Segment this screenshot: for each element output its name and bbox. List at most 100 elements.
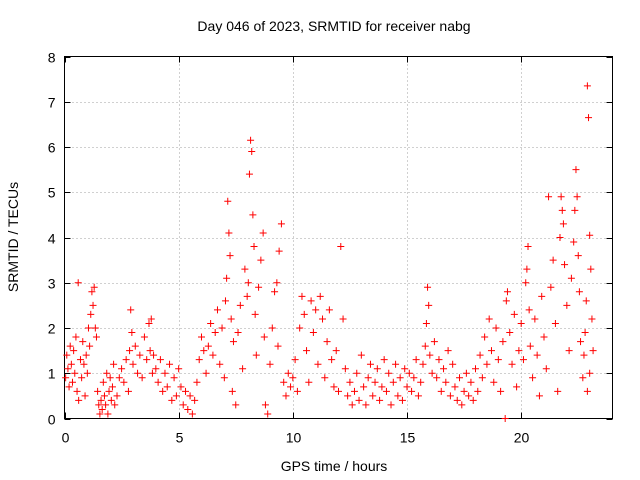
data-point: [86, 342, 94, 350]
data-point: [529, 374, 537, 382]
data-point: [325, 306, 333, 314]
x-tick-label: 20: [514, 430, 530, 446]
data-point: [494, 356, 502, 364]
data-point: [81, 392, 89, 400]
data-point: [159, 387, 167, 395]
data-point: [277, 220, 285, 228]
data-point: [170, 374, 178, 382]
data-point: [106, 374, 114, 382]
data-point: [465, 392, 473, 400]
data-point: [314, 360, 322, 368]
data-point: [513, 383, 521, 391]
data-point: [247, 136, 255, 144]
data-point: [91, 324, 99, 332]
data-point: [70, 347, 78, 355]
data-point: [257, 256, 265, 264]
data-point: [177, 383, 185, 391]
data-point: [99, 378, 107, 386]
data-point: [490, 378, 498, 386]
data-point: [113, 392, 121, 400]
data-point: [179, 401, 187, 409]
data-point: [120, 378, 128, 386]
data-point: [220, 374, 228, 382]
data-point: [515, 347, 523, 355]
data-point: [274, 342, 282, 350]
data-point: [118, 365, 126, 373]
data-point: [298, 292, 306, 300]
data-point: [110, 360, 118, 368]
data-point: [115, 374, 123, 382]
data-point: [303, 347, 311, 355]
data-point: [376, 396, 384, 404]
data-point: [156, 356, 164, 364]
y-tick-label: 5: [48, 185, 56, 201]
data-point: [533, 351, 541, 359]
data-point: [469, 396, 477, 404]
data-point: [63, 351, 71, 359]
data-point: [575, 288, 583, 296]
data-point: [227, 315, 235, 323]
data-point: [492, 324, 500, 332]
tick-layer: 0 1 2 3 4 5 6 7 8 0 5 10 15 20: [48, 50, 613, 446]
data-point: [232, 401, 240, 409]
data-point: [134, 369, 142, 377]
data-point: [250, 243, 258, 251]
data-point: [478, 374, 486, 382]
data-point: [510, 310, 518, 318]
data-point: [184, 405, 192, 413]
data-point: [293, 387, 301, 395]
data-point: [307, 297, 315, 305]
data-point: [559, 220, 567, 228]
data-point: [499, 338, 507, 346]
data-point: [337, 243, 345, 251]
data-point: [414, 392, 422, 400]
data-point: [579, 374, 587, 382]
data-points: [62, 82, 597, 422]
data-point: [540, 333, 548, 341]
data-point: [266, 360, 274, 368]
data-point: [522, 279, 530, 287]
data-point: [547, 283, 555, 291]
data-point: [570, 238, 578, 246]
data-point: [456, 374, 464, 382]
data-point: [300, 310, 308, 318]
data-point: [449, 360, 457, 368]
data-point: [82, 351, 90, 359]
x-tick-label: 5: [176, 430, 184, 446]
data-point: [249, 211, 257, 219]
data-point: [146, 347, 154, 355]
data-point: [223, 274, 231, 282]
data-point: [506, 329, 514, 337]
data-point: [87, 310, 95, 318]
data-point: [127, 306, 135, 314]
data-point: [83, 369, 91, 377]
data-point: [565, 347, 573, 355]
data-point: [78, 374, 86, 382]
data-point: [261, 401, 269, 409]
data-point: [589, 347, 597, 355]
x-tick-label: 15: [400, 430, 416, 446]
data-point: [150, 351, 158, 359]
data-point: [335, 387, 342, 395]
data-point: [68, 378, 76, 386]
data-point: [221, 297, 229, 305]
data-point: [585, 114, 593, 122]
data-point: [563, 301, 571, 309]
data-point: [355, 396, 363, 404]
data-point: [94, 387, 102, 395]
data-point: [323, 338, 331, 346]
data-point: [526, 342, 534, 350]
data-point: [216, 360, 224, 368]
data-point: [273, 279, 281, 287]
data-point: [419, 360, 427, 368]
data-point: [451, 383, 459, 391]
data-point: [172, 392, 180, 400]
data-point: [551, 319, 559, 327]
data-point: [483, 360, 491, 368]
data-point: [140, 333, 148, 341]
data-point: [79, 338, 87, 346]
data-point: [412, 356, 420, 364]
data-point: [248, 148, 256, 156]
data-point: [74, 279, 82, 287]
